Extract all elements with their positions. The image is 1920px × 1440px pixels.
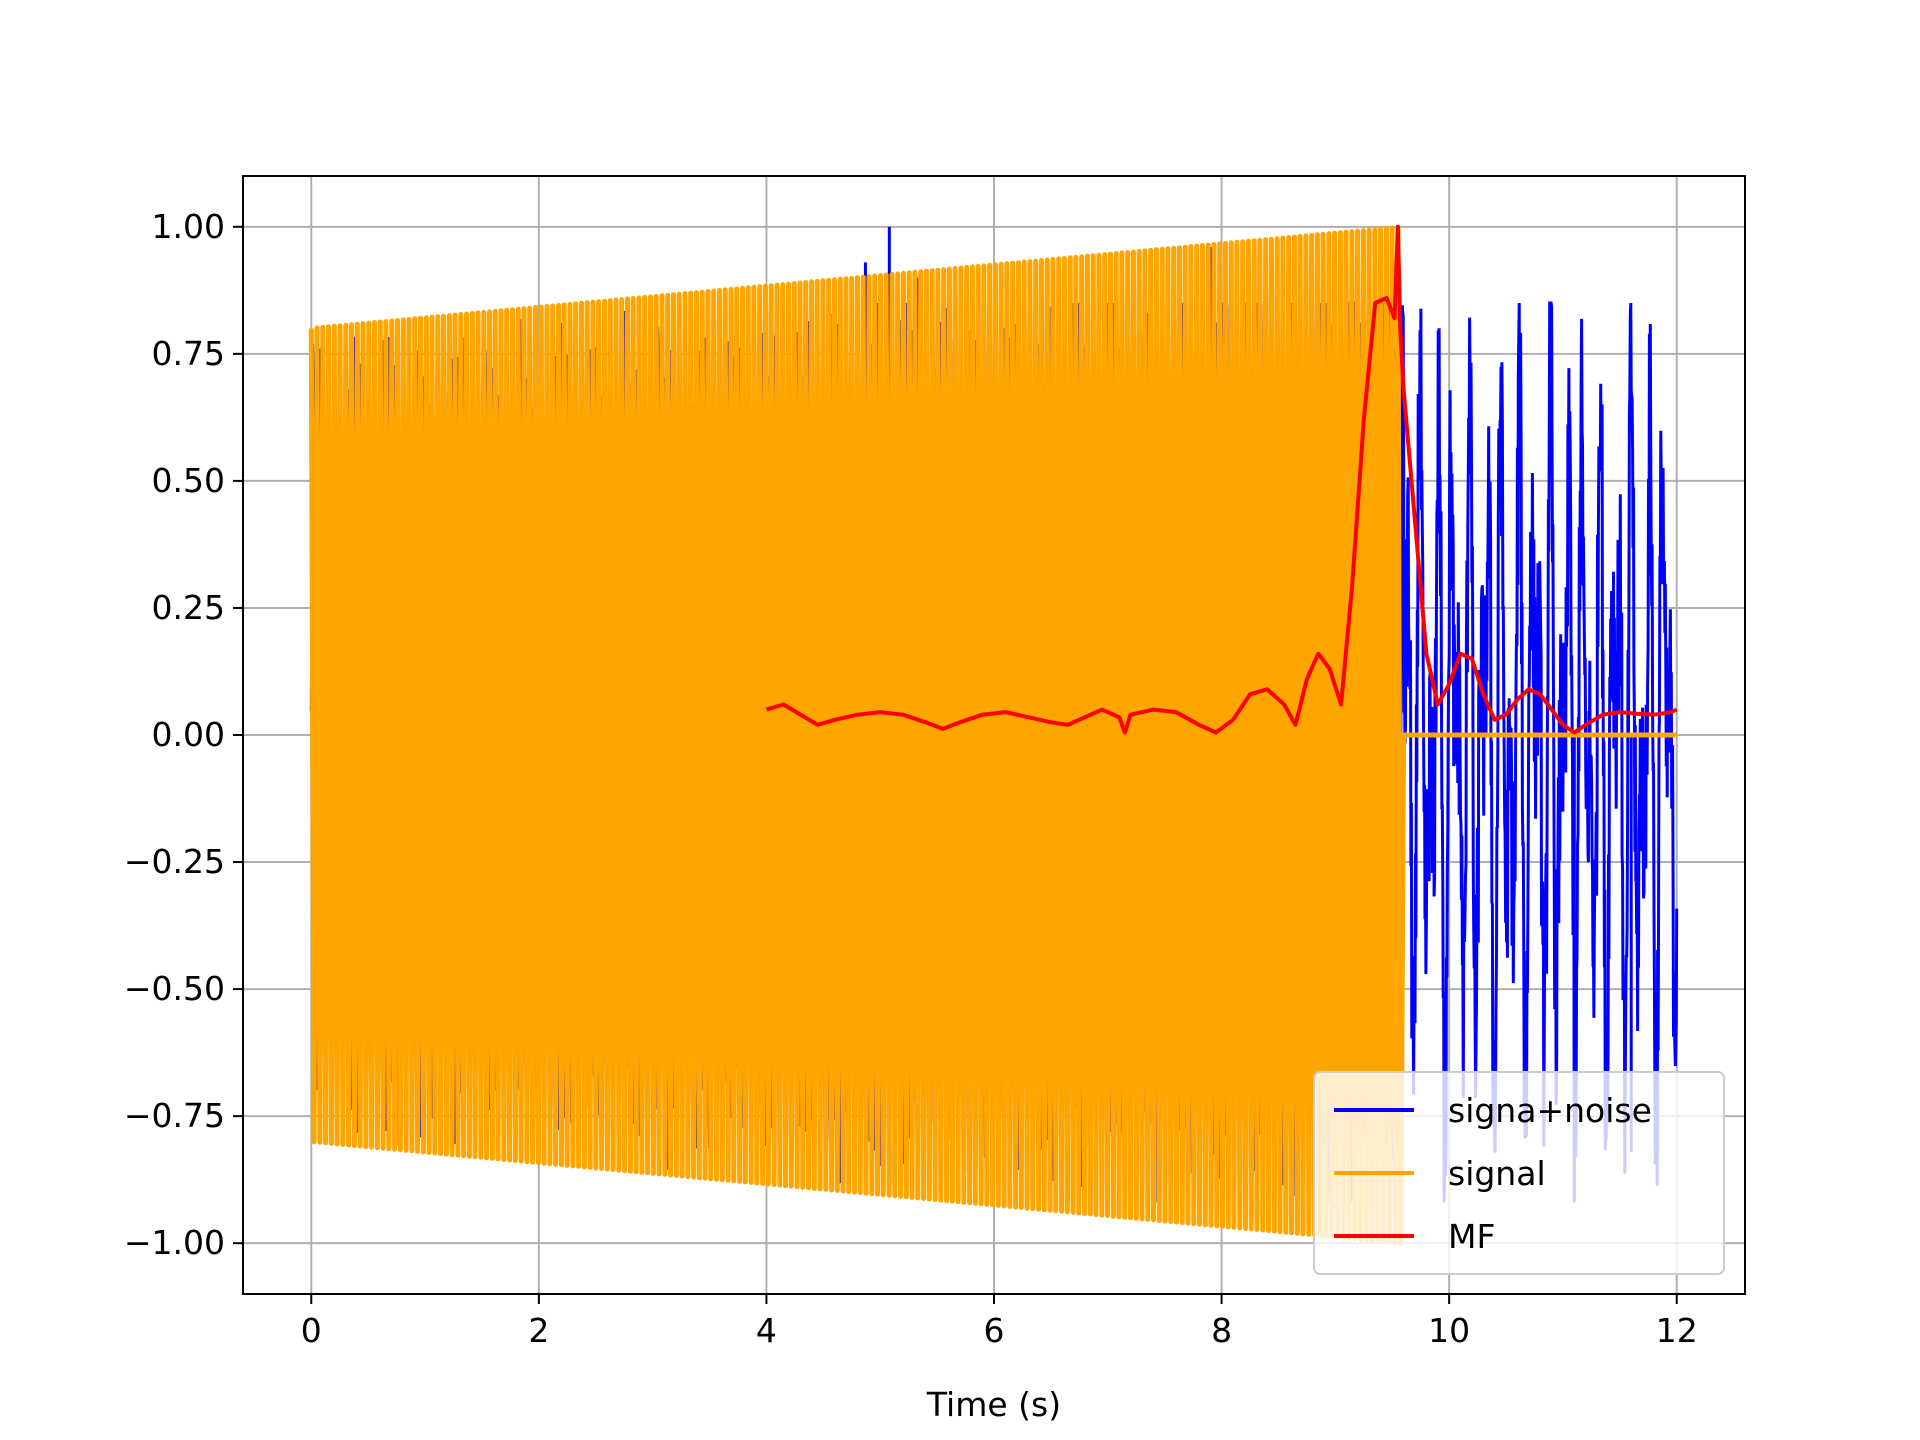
- x-tick-label: 8: [1211, 1311, 1232, 1350]
- legend-label: signa+noise: [1448, 1091, 1652, 1130]
- x-tick-label: 0: [301, 1311, 322, 1350]
- x-tick-label: 4: [756, 1311, 777, 1350]
- x-axis-title: Time (s): [926, 1385, 1061, 1424]
- x-tick-label: 10: [1428, 1311, 1470, 1350]
- x-tick-label: 12: [1656, 1311, 1698, 1350]
- y-tick-label: 1.00: [152, 207, 225, 246]
- y-tick-label: −1.00: [124, 1223, 225, 1262]
- legend-label: MF: [1448, 1217, 1495, 1256]
- y-tick-label: −0.75: [124, 1096, 225, 1135]
- series-signal-line: [308, 224, 1677, 1246]
- x-axis: 0 2 4 6 8 10 12: [301, 1294, 1698, 1350]
- x-tick-label: 6: [984, 1311, 1005, 1350]
- legend-box: [1313, 1071, 1725, 1275]
- y-tick-label: −0.25: [124, 842, 225, 881]
- y-tick-label: 0.25: [152, 588, 225, 627]
- legend: signa+noise signal MF: [1313, 1071, 1725, 1275]
- y-tick-label: 0.00: [152, 715, 225, 754]
- y-tick-label: −0.50: [124, 969, 225, 1008]
- y-axis: 1.00 0.75 0.50 0.25 0.00 −0.25 −0.50 −0.75 −1.00: [124, 207, 243, 1262]
- y-tick-label: 0.50: [152, 461, 225, 500]
- series-mf-line: [765, 224, 1678, 735]
- x-tick-label: 2: [528, 1311, 549, 1350]
- y-tick-label: 0.75: [152, 334, 225, 373]
- legend-label: signal: [1448, 1154, 1546, 1193]
